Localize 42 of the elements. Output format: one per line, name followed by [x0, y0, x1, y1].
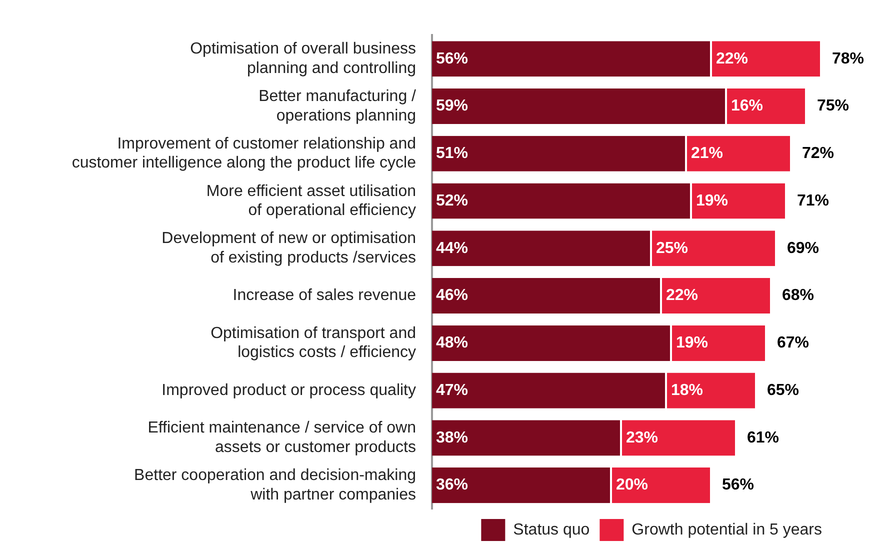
- data-label: 44%: [436, 240, 468, 257]
- data-label: 25%: [656, 240, 688, 257]
- data-label: 46%: [436, 287, 468, 304]
- data-label: 19%: [696, 192, 728, 210]
- data-label: 59%: [436, 98, 468, 115]
- legend-label: Growth potential in 5 years: [632, 521, 822, 538]
- data-label: 22%: [666, 287, 698, 304]
- total-label: 56%: [722, 476, 754, 494]
- legend-label: Status quo: [513, 521, 590, 538]
- data-label: 48%: [436, 334, 468, 352]
- data-label: 22%: [716, 50, 748, 68]
- data-label: 51%: [436, 145, 468, 162]
- data-label: 23%: [626, 429, 658, 446]
- y-tick-label: Better manufacturing / operations planning: [258, 88, 417, 124]
- data-label: 20%: [616, 476, 648, 494]
- data-label: 19%: [676, 334, 708, 352]
- total-label: 69%: [787, 240, 820, 257]
- total-label: 71%: [797, 192, 830, 210]
- y-tick-label: Efficient maintenance / service of own assets or customer products: [148, 420, 416, 456]
- total-label: 68%: [782, 287, 814, 304]
- data-label: 16%: [731, 98, 764, 115]
- total-label: 78%: [832, 50, 864, 68]
- y-tick-label: Optimisation of transport and logistics costs / efficiency: [210, 324, 416, 362]
- data-label: 47%: [436, 382, 468, 399]
- y-tick-label: Better cooperation and decision-making with partner companies: [134, 467, 416, 504]
- total-label: 61%: [747, 429, 780, 446]
- total-label: 75%: [817, 98, 850, 115]
- total-label: 72%: [802, 145, 834, 162]
- y-tick-label: Improved product or process quality: [162, 382, 416, 399]
- data-label: 52%: [436, 192, 468, 210]
- total-label: 65%: [767, 382, 800, 399]
- y-tick-label: Increase of sales revenue: [232, 287, 416, 304]
- data-label: 18%: [671, 382, 704, 399]
- total-label: 67%: [777, 334, 810, 352]
- y-tick-label: Development of new or optimisation of existing products /services: [162, 230, 416, 266]
- data-label: 36%: [436, 476, 468, 494]
- y-tick-label: Optimisation of overall business planning and controlling: [190, 40, 416, 77]
- y-tick-label: Improvement of customer relationship and customer intelligence along the product life cycle: [72, 135, 416, 172]
- y-tick-label: More efficient asset utilisation of operational efficiency: [206, 182, 416, 220]
- data-label: 38%: [436, 429, 468, 446]
- data-label: 56%: [436, 50, 468, 68]
- data-label: 21%: [691, 145, 724, 162]
